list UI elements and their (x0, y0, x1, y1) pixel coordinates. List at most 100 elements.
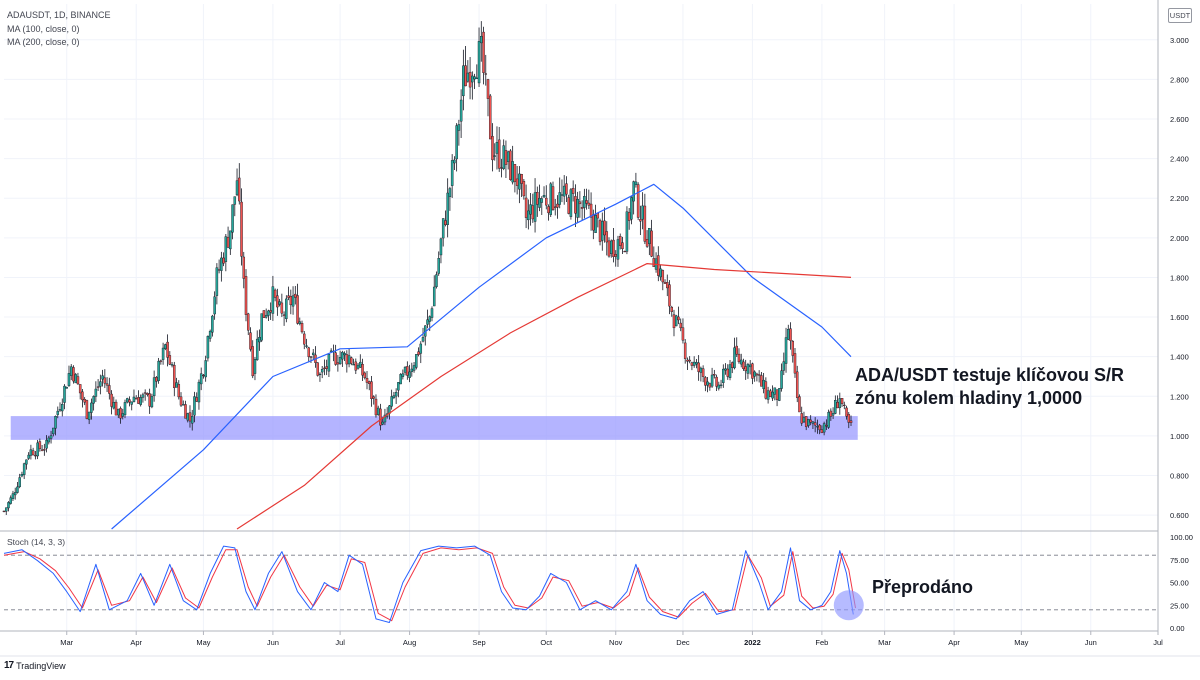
candle-body-down (242, 256, 246, 279)
candle-body-up (706, 381, 709, 386)
candle-body-down (246, 313, 250, 331)
candle (441, 218, 445, 247)
candle (260, 313, 263, 343)
candle-body-down (103, 377, 107, 384)
candle (840, 398, 844, 407)
candle-body-down (119, 408, 122, 419)
candle (231, 204, 234, 240)
stoch-tick-label: 75.00 (1170, 556, 1189, 565)
candle (545, 185, 548, 210)
candle (238, 163, 241, 205)
candle-body-up (699, 367, 703, 373)
candle-body-down (804, 416, 808, 427)
candle-body-down (553, 206, 557, 208)
candle-body-down (417, 351, 420, 355)
candle (524, 184, 528, 229)
candle-body-down (137, 397, 140, 404)
candle-body-up (318, 373, 322, 376)
candle (612, 228, 615, 263)
candle-body-down (726, 368, 730, 377)
price-tick-label: 0.600 (1170, 511, 1189, 520)
candle (688, 356, 691, 364)
candle (491, 123, 494, 172)
candle-body-down (589, 203, 593, 218)
candle-body-up (376, 407, 380, 415)
candle (497, 127, 501, 172)
candle-body-up (601, 221, 604, 241)
candle-body-down (668, 284, 671, 307)
candle (565, 176, 568, 203)
candle (119, 406, 122, 424)
candle-body-down (587, 202, 591, 206)
ma100-line[interactable] (111, 183, 852, 530)
candle-body-down (715, 376, 718, 387)
candle-body-down (650, 230, 653, 257)
candle-body-down (83, 399, 86, 403)
candle-body-up (560, 194, 564, 196)
candle (809, 415, 812, 426)
stoch-tick-label: 50.00 (1170, 579, 1189, 588)
candle-body-down (289, 296, 293, 306)
candle (123, 399, 127, 419)
candle-body-down (43, 449, 46, 451)
candle-body-up (441, 218, 445, 239)
candle (105, 377, 109, 392)
candle-body-up (540, 198, 544, 203)
candle-body-down (303, 333, 306, 345)
candle-body-down (184, 404, 187, 419)
candle (455, 123, 458, 172)
candle-body-up (56, 410, 60, 415)
candle (208, 329, 212, 342)
candle-body-up (278, 301, 281, 305)
candle (72, 365, 75, 384)
candle-body-up (766, 390, 770, 400)
candle-body-down (166, 341, 169, 358)
oversold-marker[interactable] (833, 590, 864, 621)
ma200-line[interactable] (236, 263, 852, 530)
candle (784, 327, 788, 373)
stoch-k-line[interactable] (3, 545, 854, 623)
candle-body-down (78, 384, 82, 394)
stoch-d-line[interactable] (3, 547, 856, 622)
candle (229, 230, 232, 255)
price-tick-label: 3.000 (1170, 36, 1189, 45)
zone-layer (10, 416, 858, 440)
candle-body-down (177, 384, 181, 398)
candle-body-up (352, 364, 355, 366)
candle (9, 495, 12, 505)
candle (18, 473, 21, 489)
candle (477, 27, 481, 87)
candle-body-up (437, 258, 440, 274)
candle-body-down (374, 398, 378, 416)
candle (401, 369, 405, 380)
time-tick-label: May (196, 638, 210, 647)
candle (363, 371, 367, 380)
candle-body-down (296, 295, 299, 324)
candle (632, 180, 635, 215)
candle-body-up (45, 439, 48, 449)
candle (25, 459, 28, 470)
tradingview-brand[interactable]: 17 TradingView (4, 660, 66, 671)
currency-badge[interactable]: USDT (1168, 8, 1192, 23)
candle-body-down (146, 392, 149, 395)
candle-body-down (238, 177, 241, 202)
candle (813, 417, 817, 433)
candle (390, 389, 393, 410)
candle (795, 365, 799, 403)
price-tick-label: 1.000 (1170, 432, 1189, 441)
candle-body-up (25, 459, 28, 465)
support-resistance-zone[interactable] (10, 416, 858, 440)
candle-body-down (520, 174, 523, 184)
candle (789, 322, 792, 350)
candle (141, 392, 145, 403)
time-tick-label: May (1014, 638, 1028, 647)
candle-body-down (775, 389, 779, 400)
candle-body-down (849, 420, 853, 423)
candle (459, 89, 463, 138)
brand-label: TradingView (16, 660, 66, 671)
candle-body-up (7, 502, 10, 509)
candle-body-up (13, 492, 17, 496)
candle (161, 342, 165, 365)
